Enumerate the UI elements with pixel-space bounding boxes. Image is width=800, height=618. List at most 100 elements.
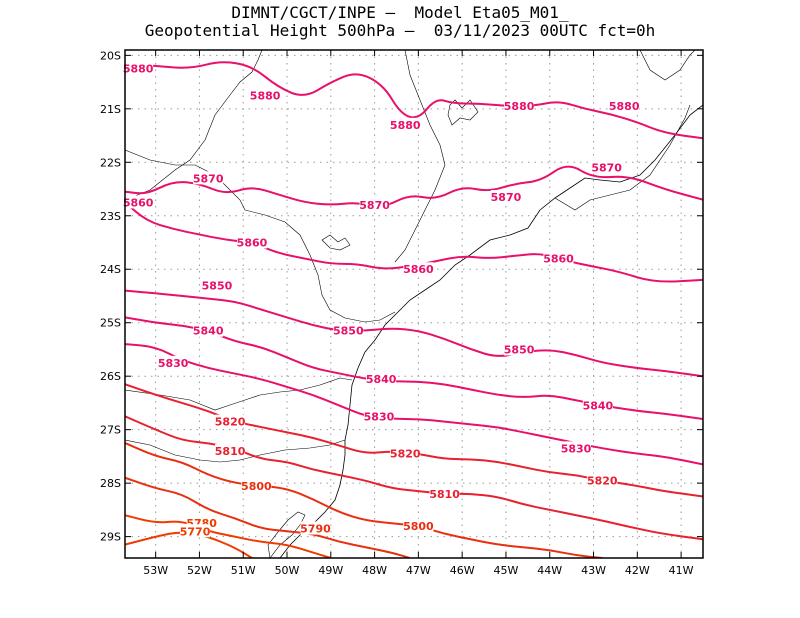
state-border-7 (639, 50, 696, 81)
lagoon-outline (267, 511, 306, 558)
contour-label-5880: 5880 (609, 100, 640, 113)
contour-label-bg (123, 61, 154, 75)
contour-label-5820: 5820 (390, 448, 421, 461)
contour-5880 (125, 61, 703, 140)
contour-label-bg (333, 323, 364, 337)
state-border-3 (244, 209, 396, 323)
lon-tick-label: 49W (318, 564, 343, 577)
contour-label-bg (300, 521, 331, 535)
contour-label-bg (609, 99, 640, 113)
contour-label-bg (390, 117, 421, 131)
state-border-1 (125, 50, 263, 201)
contour-label-bg (241, 478, 272, 492)
contour-label-5870: 5870 (193, 172, 224, 185)
contour-label-5830: 5830 (158, 357, 189, 370)
contour-label-bg (158, 355, 189, 369)
map-frame (124, 49, 704, 559)
contour-label-5860: 5860 (543, 253, 574, 266)
lat-tick-label: 23S (100, 210, 121, 223)
lat-tick-label: 26S (100, 370, 121, 383)
contour-label-bg (201, 278, 232, 292)
lon-tick-label: 51W (231, 564, 256, 577)
contour-label-5860: 5860 (237, 237, 268, 250)
contour-label-bg (236, 235, 267, 249)
contour-label-5850: 5850 (504, 343, 535, 356)
lon-tick-label: 45W (494, 564, 519, 577)
lon-tick-label: 50W (275, 564, 300, 577)
lon-tick-label: 44W (537, 564, 562, 577)
lat-tick-label: 21S (100, 103, 121, 116)
country-border (125, 149, 246, 211)
axis-ticks: 20S 21S 22S 23S 24S 25S 26S 27S 28S 29S 53W 52W 51W 5… (100, 49, 703, 577)
contour-labels: 5880 5880 5880 5880 5880 5870 5870 5870 5870 5860… (123, 61, 640, 538)
contour-label-bg (215, 414, 246, 428)
contour-label-5840: 5840 (193, 325, 224, 338)
contour-label-bg (403, 262, 434, 276)
contour-label-bg (180, 524, 211, 538)
contour-label-5860: 5860 (403, 263, 434, 276)
contour-label-bg (543, 251, 574, 265)
contour-label-5880: 5880 (123, 63, 154, 76)
lat-tick-label: 28S (100, 477, 121, 490)
contour-label-5800: 5800 (403, 520, 434, 533)
lon-tick-label: 43W (581, 564, 606, 577)
contour-label-5850: 5850 (333, 325, 364, 338)
title-line-1: DIMNT/CGCT/INPE – Model Eta05_M01_ (231, 3, 569, 22)
state-border-5 (125, 439, 346, 463)
coastline (279, 104, 703, 558)
contour-label-5840: 5840 (583, 400, 614, 413)
contour-label-5850: 5850 (202, 279, 233, 292)
contour-label-bg (582, 398, 613, 412)
lon-tick-label: 46W (450, 564, 475, 577)
contour-label-bg (591, 160, 622, 174)
lat-tick-label: 20S (100, 49, 121, 62)
lat-tick-label: 24S (100, 263, 121, 276)
contour-label-bg (193, 171, 224, 185)
contour-label-5810: 5810 (429, 488, 460, 501)
contour-5850 (125, 289, 703, 378)
lat-tick-label: 29S (100, 531, 121, 544)
contour-label-bg (561, 441, 592, 455)
contour-label-5820: 5820 (215, 416, 246, 429)
lon-tick-label: 42W (625, 564, 650, 577)
contour-label-5870: 5870 (591, 162, 622, 175)
contour-label-bg (390, 446, 421, 460)
lon-tick-label: 53W (143, 564, 168, 577)
contour-label-5820: 5820 (587, 474, 618, 487)
contour-label-5880: 5880 (504, 100, 535, 113)
contour-label-5880: 5880 (390, 119, 421, 132)
reservoir-2 (321, 234, 351, 251)
coastline-and-borders (125, 50, 703, 558)
contour-label-bg (250, 88, 281, 102)
contour-5800 (125, 442, 603, 558)
contour-label-bg (359, 198, 390, 212)
contour-label-bg (363, 409, 394, 423)
contour-label-5830: 5830 (561, 442, 592, 455)
contour-label-5790: 5790 (300, 523, 331, 536)
contour-label-bg (587, 473, 618, 487)
contour-label-5840: 5840 (366, 373, 397, 386)
contour-label-bg (366, 371, 397, 385)
contour-label-5830: 5830 (364, 410, 395, 423)
contour-label-bg (504, 99, 535, 113)
lat-tick-label: 27S (100, 424, 121, 437)
contour-label-5810: 5810 (215, 445, 246, 458)
contour-label-bg (215, 444, 246, 458)
contour-5830 (125, 343, 703, 466)
contour-5790 (125, 476, 410, 558)
contour-label-5770: 5770 (180, 525, 211, 538)
lat-tick-label: 22S (100, 156, 121, 169)
contour-label-bg (504, 342, 535, 356)
contour-label-5800: 5800 (241, 480, 272, 493)
contour-label-bg (490, 190, 521, 204)
contour-5780 (125, 514, 332, 558)
contour-label-bg (429, 486, 460, 500)
contour-label-bg (123, 195, 154, 209)
title-line-2: Geopotential Height 500hPa – 03/11/2023 … (144, 21, 656, 40)
contour-label-bg (403, 518, 434, 532)
lon-tick-label: 52W (187, 564, 212, 577)
lon-tick-label: 47W (406, 564, 431, 577)
contour-label-5880: 5880 (250, 89, 281, 102)
lon-tick-label: 48W (362, 564, 387, 577)
